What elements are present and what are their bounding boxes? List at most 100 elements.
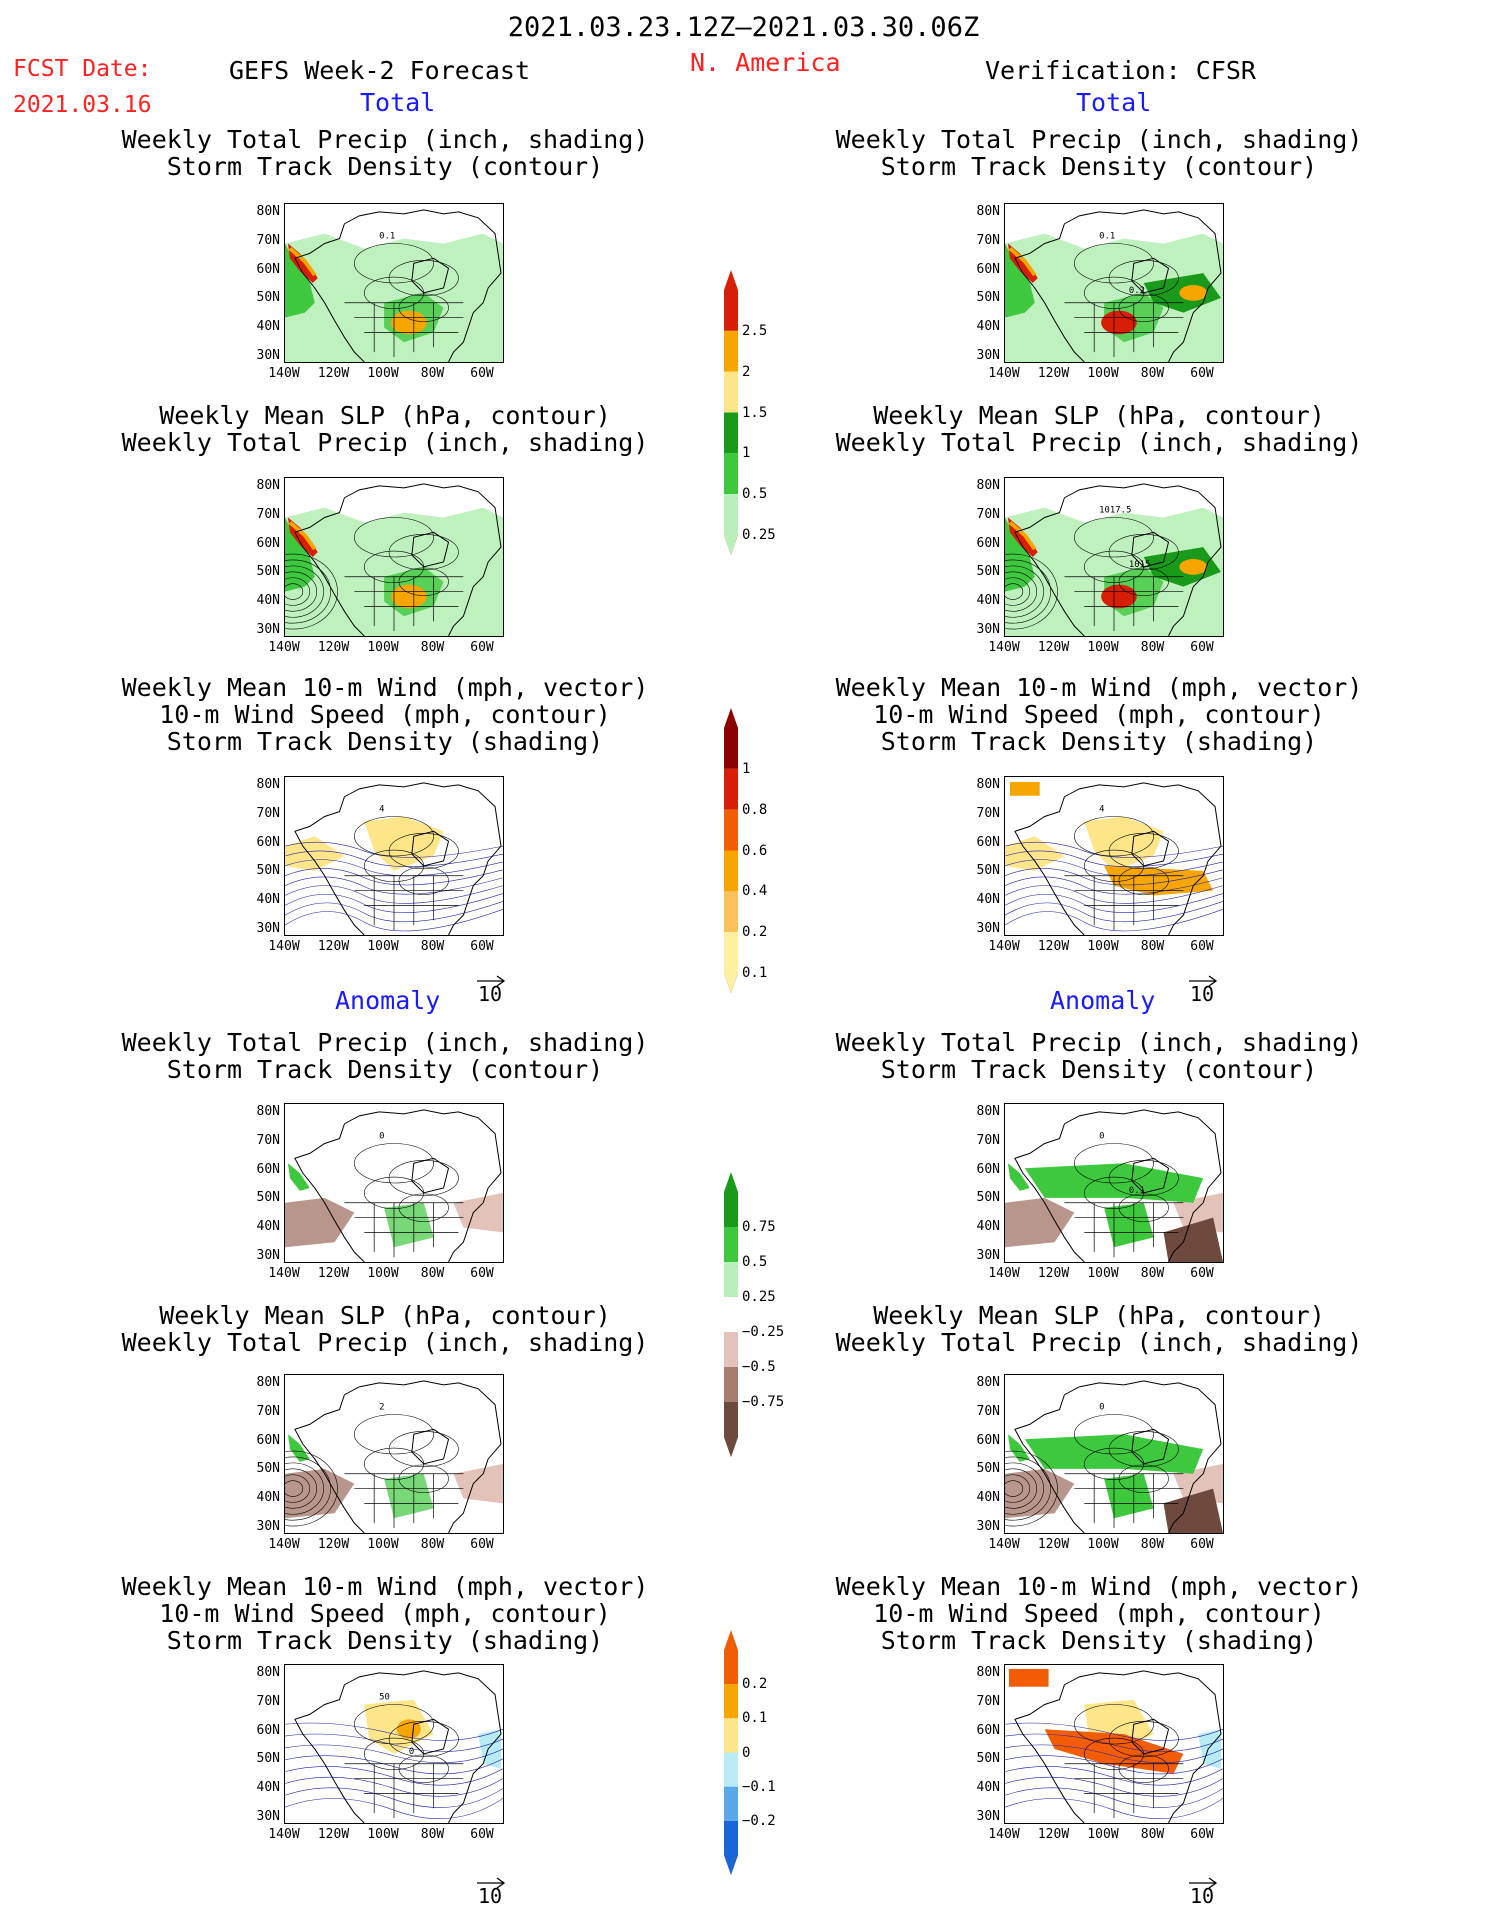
map-plot: 0.1 — [285, 209, 503, 362]
contour-label: 0 — [1099, 1403, 1104, 1413]
wind-speed-contour — [1005, 1722, 1223, 1741]
wind-speed-contour — [285, 859, 503, 877]
colorbar-swatch — [724, 290, 738, 331]
lon-tick-label: 140W — [268, 640, 300, 655]
coastline — [294, 1109, 502, 1262]
lat-tick-label: 70N — [256, 506, 280, 522]
lon-tick-label: 140W — [988, 1827, 1020, 1842]
lat-tick-label: 70N — [256, 1693, 280, 1709]
state-borders — [344, 302, 464, 358]
lon-tick-label: 120W — [1037, 939, 1070, 954]
coastline — [294, 209, 502, 362]
colorbar-label: 2.5 — [742, 322, 768, 339]
contour-line — [354, 1414, 434, 1455]
lat-tick-label: 80N — [256, 478, 280, 493]
lon-tick-label: 60W — [470, 1827, 494, 1842]
lon-tick-label: 60W — [1190, 366, 1214, 381]
hudson-bay-outline — [1131, 257, 1170, 294]
lon-tick-label: 100W — [367, 640, 399, 655]
wind-speed-contour — [285, 1744, 503, 1764]
lon-tick-label: 60W — [1190, 939, 1214, 954]
colorbar-svg — [724, 708, 738, 993]
panel-title: Storm Track Density (contour) — [880, 1055, 1318, 1084]
colorbar-label: −0.2 — [742, 1812, 776, 1829]
wind-speed-contour — [285, 841, 503, 858]
hudson-bay-outline — [1131, 1718, 1170, 1755]
contour-line — [354, 517, 434, 558]
lon-tick-label: 80W — [1140, 1537, 1165, 1552]
state-borders — [1064, 576, 1184, 632]
slp-contour — [285, 1450, 338, 1527]
panel-title: 10-m Wind Speed (mph, contour) — [873, 700, 1325, 729]
lon-tick-label: 80W — [1140, 939, 1165, 954]
contour-line — [1074, 517, 1154, 558]
panel-title: 10-m Wind Speed (mph, contour) — [159, 700, 611, 729]
lon-tick-label: 100W — [1087, 640, 1119, 655]
state-borders — [1064, 302, 1184, 358]
map-panel: 4 — [284, 776, 504, 936]
lat-tick-label: 70N — [256, 805, 280, 821]
arrow-icon — [477, 975, 506, 987]
precip-ridge-shading — [288, 246, 317, 277]
coastline — [294, 1670, 502, 1823]
vector-reference-value: 10 — [1190, 1884, 1215, 1908]
map-plot — [285, 483, 503, 636]
precip-wet-anomaly-east — [1104, 1202, 1154, 1248]
lat-tick-label: 80N — [976, 777, 1000, 792]
colorbar-label: −0.1 — [742, 1778, 776, 1795]
precip-atlantic-max — [1179, 284, 1208, 301]
vector-reference-arrow — [1188, 968, 1218, 987]
map-plot — [1005, 1668, 1223, 1823]
wind-speed-contour — [1005, 841, 1223, 858]
lon-tick-label: 100W — [367, 1827, 399, 1842]
lat-tick-label: 30N — [256, 1809, 280, 1824]
precip-dry-anomaly — [285, 1197, 355, 1248]
lat-tick-label: 50N — [256, 564, 280, 580]
panel-title: Weekly Total Precip (inch, shading) — [121, 125, 649, 154]
contour-line — [398, 567, 449, 596]
colorbar-swatch — [724, 1367, 738, 1402]
lon-tick-label: 60W — [470, 366, 494, 381]
lat-tick-label: 30N — [256, 1248, 280, 1263]
slp-contour — [1005, 571, 1037, 612]
colorbar-label: 2 — [742, 363, 751, 380]
track-central-shading — [364, 816, 444, 871]
map-panel — [284, 477, 504, 637]
lon-tick-label: 80W — [1140, 1827, 1165, 1842]
lat-tick-label: 50N — [256, 863, 280, 879]
slp-contour — [285, 583, 304, 600]
panel-title: Weekly Total Precip (inch, shading) — [835, 428, 1363, 457]
state-borders — [1064, 875, 1184, 931]
coastline — [1014, 483, 1222, 636]
lon-tick-label: 60W — [1190, 1827, 1214, 1842]
state-borders — [344, 875, 464, 931]
contour-line — [398, 866, 449, 895]
coastline — [294, 1380, 502, 1533]
lat-tick-label: 70N — [976, 1403, 1000, 1419]
colorbar-label: 0.25 — [742, 527, 776, 543]
track-arctic-shading — [1009, 781, 1040, 796]
lat-tick-label: 40N — [256, 1219, 280, 1235]
panel-title: 10-m Wind Speed (mph, contour) — [873, 1599, 1325, 1628]
slp-contour — [1005, 583, 1024, 600]
panel-title: Weekly Total Precip (inch, shading) — [835, 1028, 1363, 1057]
state-borders — [344, 1202, 464, 1258]
lat-tick-label: 60N — [256, 1161, 280, 1177]
lat-tick-label: 40N — [256, 319, 280, 335]
colorbar-label: 0.6 — [742, 842, 768, 859]
lon-tick-label: 120W — [317, 366, 350, 381]
hudson-bay-outline — [1131, 1157, 1170, 1194]
lon-tick-label: 120W — [317, 640, 350, 655]
track-anomaly-negative — [1198, 1729, 1222, 1769]
colorbar-swatch — [724, 809, 738, 851]
coastline — [1014, 209, 1222, 362]
slp-contour — [1005, 1456, 1051, 1521]
panel-title: Weekly Mean SLP (hPa, contour) — [159, 1301, 611, 1330]
precip-southeast-max — [1101, 310, 1137, 335]
colorbar-label: 0.1 — [742, 965, 768, 981]
hudson-bay-outline — [411, 1718, 450, 1755]
panel-title: Storm Track Density (shading) — [880, 727, 1318, 756]
map-panel: 50 0 — [284, 1664, 504, 1824]
panel-title: Weekly Total Precip (inch, shading) — [121, 428, 649, 457]
vector-reference-arrow — [476, 1870, 506, 1889]
